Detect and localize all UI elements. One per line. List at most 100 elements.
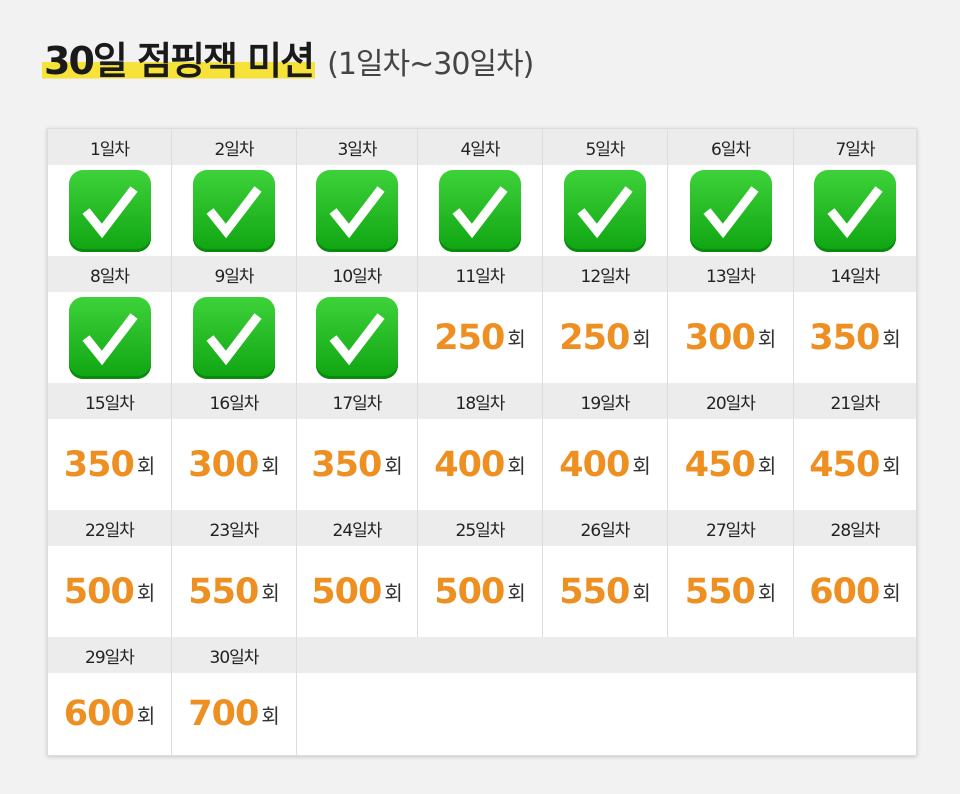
page-subtitle: (1일차~30일차) [327, 47, 534, 82]
day-cell [794, 165, 916, 256]
day-cell [297, 165, 418, 256]
day-cell: 700 회 [172, 673, 297, 755]
day-label: 21일차 [830, 393, 881, 414]
day-label: 13일차 [668, 256, 794, 292]
day-label: 27일차 [668, 510, 794, 546]
day-cell: 500 회 [297, 546, 418, 637]
jumping-jack-count: 550 [188, 571, 259, 612]
day-label: 5일차 [543, 129, 668, 165]
count-unit: 회 [632, 327, 651, 351]
count-unit: 회 [757, 454, 777, 478]
check-mark-icon [193, 169, 275, 252]
count-unit: 회 [632, 581, 651, 605]
day-label-row: 15일차 16일차 17일차 18일차 19일차 20일차 21일차 [48, 383, 916, 419]
empty-cell [668, 637, 794, 673]
day-cell: 500 회 [48, 546, 172, 637]
day-cell: 550 회 [668, 546, 794, 637]
day-content-row [48, 165, 916, 256]
count-unit: 회 [632, 454, 651, 478]
day-label-row: 29일차 30일차 [48, 637, 916, 673]
day-label: 17일차 [297, 383, 418, 419]
mission-table: 1일차 2일차 3일차 4일차 5일차 6일차 7일차 8일차 9일차 10일차 11일차 12일차 1… [47, 128, 917, 756]
day-content-row: 250 회 250 회 300 회 350 회 [48, 292, 916, 383]
day-cell: 550 회 [543, 546, 668, 637]
jumping-jack-count: 500 [434, 571, 505, 612]
day-label: 7일차 [835, 139, 875, 160]
day-cell [543, 165, 668, 256]
day-label: 9일차 [172, 256, 297, 292]
day-cell [297, 292, 418, 383]
check-mark-icon [689, 169, 772, 252]
jumping-jack-count: 400 [559, 444, 630, 485]
empty-cell [418, 673, 543, 755]
empty-cell [794, 673, 916, 755]
day-label-row: 22일차 23일차 24일차 25일차 26일차 27일차 28일차 [48, 510, 916, 546]
day-cell: 250 회 [418, 292, 543, 383]
count-unit: 회 [384, 581, 403, 605]
day-label: 19일차 [543, 383, 668, 419]
count-unit: 회 [882, 581, 901, 605]
count-unit: 회 [136, 454, 156, 478]
count-unit: 회 [757, 581, 777, 605]
empty-cell [543, 637, 668, 673]
day-label: 12일차 [543, 256, 668, 292]
count-unit: 회 [882, 327, 901, 351]
day-cell: 300 회 [172, 419, 297, 510]
day-label-row: 1일차 2일차 3일차 4일차 5일차 6일차 7일차 [48, 129, 916, 165]
day-label: 28일차 [830, 520, 881, 541]
day-label: 18일차 [418, 383, 543, 419]
jumping-jack-count: 550 [559, 571, 630, 612]
check-mark-icon [439, 169, 521, 252]
day-cell: 450 회 [794, 419, 916, 510]
day-label: 2일차 [172, 129, 297, 165]
page-header: 30일 점핑잭 미션 (1일차~30일차) [42, 30, 534, 85]
count-unit: 회 [882, 454, 901, 478]
count-unit: 회 [261, 454, 280, 478]
day-label: 11일차 [418, 256, 543, 292]
empty-cell [297, 637, 418, 673]
day-label: 1일차 [48, 129, 172, 165]
day-cell [172, 292, 297, 383]
jumping-jack-count: 600 [809, 571, 880, 612]
jumping-jack-count: 300 [684, 317, 756, 358]
day-label: 10일차 [297, 256, 418, 292]
day-cell: 550 회 [172, 546, 297, 637]
day-label: 20일차 [668, 383, 794, 419]
day-label: 26일차 [543, 510, 668, 546]
jumping-jack-count: 400 [434, 444, 505, 485]
day-label: 30일차 [172, 637, 297, 673]
day-cell: 250 회 [543, 292, 668, 383]
day-label: 8일차 [48, 256, 172, 292]
empty-cell [297, 673, 418, 755]
day-label: 6일차 [668, 129, 794, 165]
check-mark-icon [814, 169, 896, 252]
check-mark-icon [564, 169, 646, 252]
check-mark-icon [68, 169, 151, 252]
jumping-jack-count: 600 [63, 694, 135, 734]
day-content-row: 600 회 700 회 [48, 673, 916, 755]
check-mark-icon [316, 169, 398, 252]
day-label: 29일차 [48, 637, 172, 673]
count-unit: 회 [507, 327, 526, 351]
count-unit: 회 [261, 581, 280, 605]
day-label: 4일차 [418, 129, 543, 165]
empty-cell [418, 637, 543, 673]
day-label: 24일차 [297, 510, 418, 546]
count-unit: 회 [757, 327, 777, 351]
day-label: 22일차 [48, 510, 172, 546]
empty-cell [794, 637, 916, 673]
day-label: 3일차 [297, 129, 418, 165]
jumping-jack-count: 300 [188, 444, 259, 485]
day-label: 16일차 [172, 383, 297, 419]
check-mark-icon [68, 296, 151, 379]
page-title: 30일 점핑잭 미션 [42, 30, 315, 85]
day-cell: 500 회 [418, 546, 543, 637]
day-cell: 300 회 [668, 292, 794, 383]
day-cell: 450 회 [668, 419, 794, 510]
jumping-jack-count: 250 [434, 317, 505, 358]
day-cell: 350 회 [794, 292, 916, 383]
jumping-jack-count: 500 [63, 571, 135, 612]
jumping-jack-count: 250 [559, 317, 630, 358]
day-cell [172, 165, 297, 256]
jumping-jack-count: 500 [311, 571, 382, 612]
